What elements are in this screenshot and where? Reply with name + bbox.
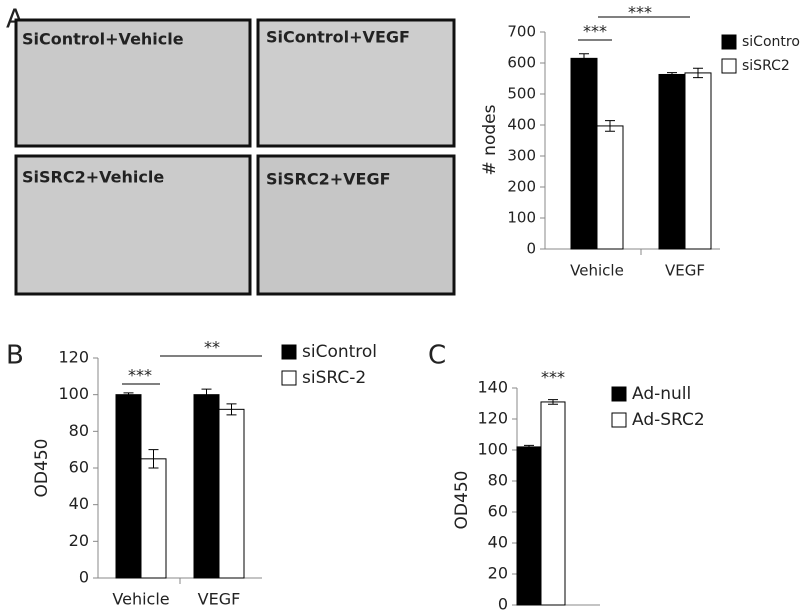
y-tick-label: 600: [507, 54, 536, 72]
error-bar: [524, 444, 534, 449]
y-axis-label: # nodes: [480, 104, 500, 175]
panel-label: C: [428, 341, 446, 371]
y-tick-label: 120: [58, 348, 89, 367]
micrograph: [14, 18, 252, 148]
image-label: SiControl+Vehicle: [22, 30, 184, 49]
bar: [540, 401, 566, 606]
error-bar: [148, 449, 159, 469]
image-label: SiSRC2+VEGF: [266, 170, 391, 189]
y-tick-label: 40: [69, 494, 89, 513]
significance-label: ***: [541, 368, 565, 387]
y-tick-label: 100: [58, 384, 89, 403]
micrographs: SiControl+Vehicle SiControl+VEGF SiSRC2+…: [14, 18, 456, 296]
legend-label: Ad-null: [632, 384, 691, 404]
y-tick-label: 200: [507, 178, 536, 196]
y-tick-label: 300: [507, 147, 536, 165]
error-bar: [605, 120, 615, 132]
significance-label: ***: [628, 3, 652, 22]
y-tick-label: 20: [69, 531, 89, 550]
legend-swatch: [721, 34, 737, 50]
error-bar: [201, 388, 212, 401]
bar: [570, 57, 598, 250]
y-axis-label: OD450: [32, 439, 52, 498]
bar: [193, 394, 220, 579]
image-label: SiSRC2+Vehicle: [22, 168, 164, 187]
bar: [596, 125, 624, 250]
legend-label: siSRC2: [742, 58, 790, 74]
significance-label: ***: [583, 22, 607, 41]
bar: [115, 394, 142, 579]
micrograph: [256, 18, 456, 148]
y-tick-label: 400: [507, 116, 536, 134]
legend-swatch: [611, 386, 627, 402]
y-tick-label: 500: [507, 85, 536, 103]
y-tick-label: 140: [477, 378, 508, 397]
error-bar: [693, 67, 703, 79]
y-tick-label: 700: [507, 23, 536, 41]
image-label: SiControl+VEGF: [266, 28, 410, 47]
y-axis-label: OD450: [452, 471, 472, 530]
bar: [516, 446, 542, 606]
error-bar: [667, 72, 677, 77]
micrograph: [256, 154, 456, 296]
y-tick-label: 60: [488, 502, 508, 521]
x-tick-label: VEGF: [665, 262, 705, 280]
legend-swatch: [721, 58, 737, 74]
y-tick-label: 40: [488, 533, 508, 552]
x-tick-label: Vehicle: [112, 590, 169, 609]
legend-label: Ad-SRC2: [632, 410, 705, 430]
y-tick-label: 0: [79, 568, 89, 587]
significance-label: ***: [128, 366, 152, 385]
y-tick-label: 100: [477, 440, 508, 459]
error-bar: [226, 403, 237, 416]
legend-label: siControl: [302, 342, 377, 362]
legend-swatch: [281, 344, 297, 360]
x-tick-label: VEGF: [198, 590, 241, 609]
y-tick-label: 0: [526, 240, 536, 258]
panel-label: B: [6, 341, 24, 371]
y-tick-label: 80: [69, 421, 89, 440]
y-tick-label: 20: [488, 564, 508, 583]
y-tick-label: 80: [488, 471, 508, 490]
bar: [218, 408, 245, 579]
y-tick-label: 120: [477, 409, 508, 428]
error-bar: [123, 392, 134, 397]
error-bar: [579, 53, 589, 64]
y-tick-label: 0: [498, 595, 508, 614]
error-bar: [548, 399, 558, 405]
significance-label: **: [204, 338, 220, 357]
bar: [658, 73, 686, 250]
legend-label: siControl: [742, 34, 800, 50]
y-tick-label: 60: [69, 458, 89, 477]
micrograph: [14, 154, 252, 296]
bar: [140, 458, 167, 579]
legend-swatch: [281, 370, 297, 386]
y-tick-label: 100: [507, 209, 536, 227]
bar: [684, 72, 712, 250]
legend-label: siSRC-2: [302, 368, 366, 388]
legend-swatch: [611, 412, 627, 428]
x-tick-label: Vehicle: [570, 262, 624, 280]
